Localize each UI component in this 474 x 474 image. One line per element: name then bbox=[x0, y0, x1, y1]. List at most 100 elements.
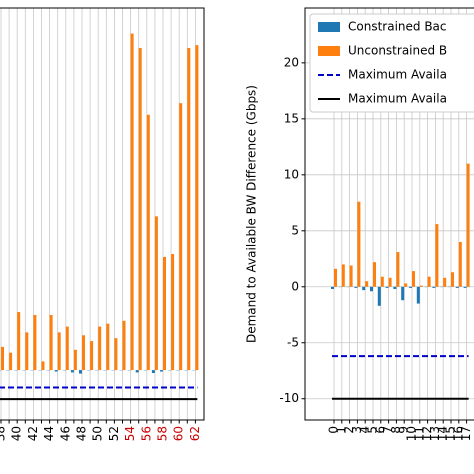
y-tick-label: 10 bbox=[284, 167, 299, 181]
axes-frame bbox=[304, 7, 474, 421]
x-tick-label: 50 bbox=[91, 426, 105, 441]
legend-swatch bbox=[318, 46, 340, 56]
legend-label: Maximum Availa bbox=[348, 92, 447, 106]
bar bbox=[41, 361, 45, 371]
bar bbox=[122, 320, 126, 371]
bar bbox=[451, 272, 454, 287]
bar bbox=[49, 314, 53, 371]
bar bbox=[357, 201, 361, 287]
x-tick-label: 10 bbox=[405, 426, 419, 441]
bar bbox=[365, 281, 369, 287]
x-tick-label: 42 bbox=[26, 426, 40, 441]
bar bbox=[354, 286, 358, 288]
bar bbox=[65, 326, 69, 371]
x-tick-label: 9 bbox=[397, 426, 411, 434]
bar bbox=[385, 286, 389, 288]
x-tick-label: 12 bbox=[420, 426, 434, 441]
x-tick-label: 58 bbox=[156, 426, 170, 441]
x-tick-label: 7 bbox=[381, 426, 395, 434]
bar bbox=[154, 216, 158, 371]
bar bbox=[82, 335, 85, 371]
bar bbox=[70, 370, 74, 373]
bar bbox=[419, 285, 423, 287]
bar bbox=[90, 341, 94, 371]
bar bbox=[393, 286, 397, 290]
bar bbox=[432, 286, 436, 288]
legend-swatch bbox=[318, 22, 340, 32]
bar bbox=[443, 277, 447, 287]
bar bbox=[427, 276, 431, 287]
bar bbox=[455, 286, 459, 288]
bar bbox=[349, 265, 353, 287]
axes-frame bbox=[0, 7, 205, 421]
bar bbox=[331, 286, 334, 290]
bar bbox=[17, 312, 21, 371]
x-tick-label: 8 bbox=[389, 426, 403, 434]
y-tick-label: -5 bbox=[287, 335, 299, 349]
bar bbox=[151, 370, 155, 373]
bar bbox=[146, 114, 150, 371]
x-tick-label: 5 bbox=[366, 426, 380, 434]
bar bbox=[458, 241, 462, 287]
bar bbox=[435, 224, 439, 287]
bar bbox=[135, 370, 139, 373]
bar bbox=[401, 286, 405, 301]
bar bbox=[341, 264, 345, 287]
x-tick-label: 3 bbox=[350, 426, 364, 434]
x-tick-label: 2 bbox=[342, 426, 356, 434]
x-tick-label: 38 bbox=[0, 426, 8, 441]
bar bbox=[179, 103, 183, 371]
bar bbox=[54, 370, 58, 372]
bar bbox=[377, 286, 381, 306]
bar bbox=[463, 286, 467, 288]
bar bbox=[9, 352, 13, 371]
bar bbox=[171, 254, 175, 371]
bar bbox=[163, 256, 166, 371]
bar bbox=[1, 346, 4, 371]
bar bbox=[404, 283, 408, 287]
x-tick-label: 13 bbox=[428, 426, 442, 441]
bar bbox=[370, 286, 373, 292]
bar bbox=[466, 163, 470, 287]
x-tick-label: 6 bbox=[373, 426, 387, 434]
x-tick-label: 62 bbox=[188, 426, 202, 441]
x-tick-label: 0 bbox=[327, 426, 341, 434]
bar bbox=[362, 286, 366, 291]
x-tick-label: 17 bbox=[459, 426, 473, 441]
x-tick-label: 60 bbox=[172, 426, 186, 441]
legend-label: Maximum Availa bbox=[348, 68, 447, 82]
legend-label: Unconstrained B bbox=[348, 44, 447, 58]
bar bbox=[373, 262, 376, 287]
bar bbox=[416, 286, 420, 304]
x-tick-label: 40 bbox=[10, 426, 24, 441]
bar bbox=[160, 370, 163, 372]
x-tick-label: 46 bbox=[58, 426, 72, 441]
y-tick-label: -10 bbox=[279, 391, 299, 405]
bar bbox=[106, 323, 110, 371]
x-tick-label: 56 bbox=[139, 426, 153, 441]
y-tick-label: 5 bbox=[291, 223, 299, 237]
bar bbox=[138, 48, 142, 371]
x-tick-label: 15 bbox=[444, 426, 458, 441]
legend-box bbox=[309, 13, 474, 113]
bar bbox=[380, 276, 384, 287]
x-tick-label: 1 bbox=[334, 426, 348, 434]
bar bbox=[25, 332, 29, 371]
y-tick-label: 15 bbox=[284, 111, 299, 125]
bar bbox=[388, 277, 392, 287]
bar bbox=[187, 48, 191, 371]
y-tick-label: 0 bbox=[291, 279, 299, 293]
bar bbox=[73, 349, 77, 371]
x-tick-label: 52 bbox=[107, 426, 121, 441]
x-tick-label: 14 bbox=[436, 426, 450, 441]
y-axis-label: Demand to Available BW Difference (Gbps) bbox=[245, 85, 259, 343]
x-tick-label: 48 bbox=[75, 426, 89, 441]
x-tick-label: 11 bbox=[412, 426, 426, 441]
bar bbox=[412, 271, 415, 287]
bar bbox=[130, 33, 134, 371]
x-tick-label: 44 bbox=[42, 426, 56, 441]
x-tick-label: 4 bbox=[358, 426, 372, 434]
bar bbox=[334, 268, 337, 287]
bar bbox=[396, 252, 400, 287]
